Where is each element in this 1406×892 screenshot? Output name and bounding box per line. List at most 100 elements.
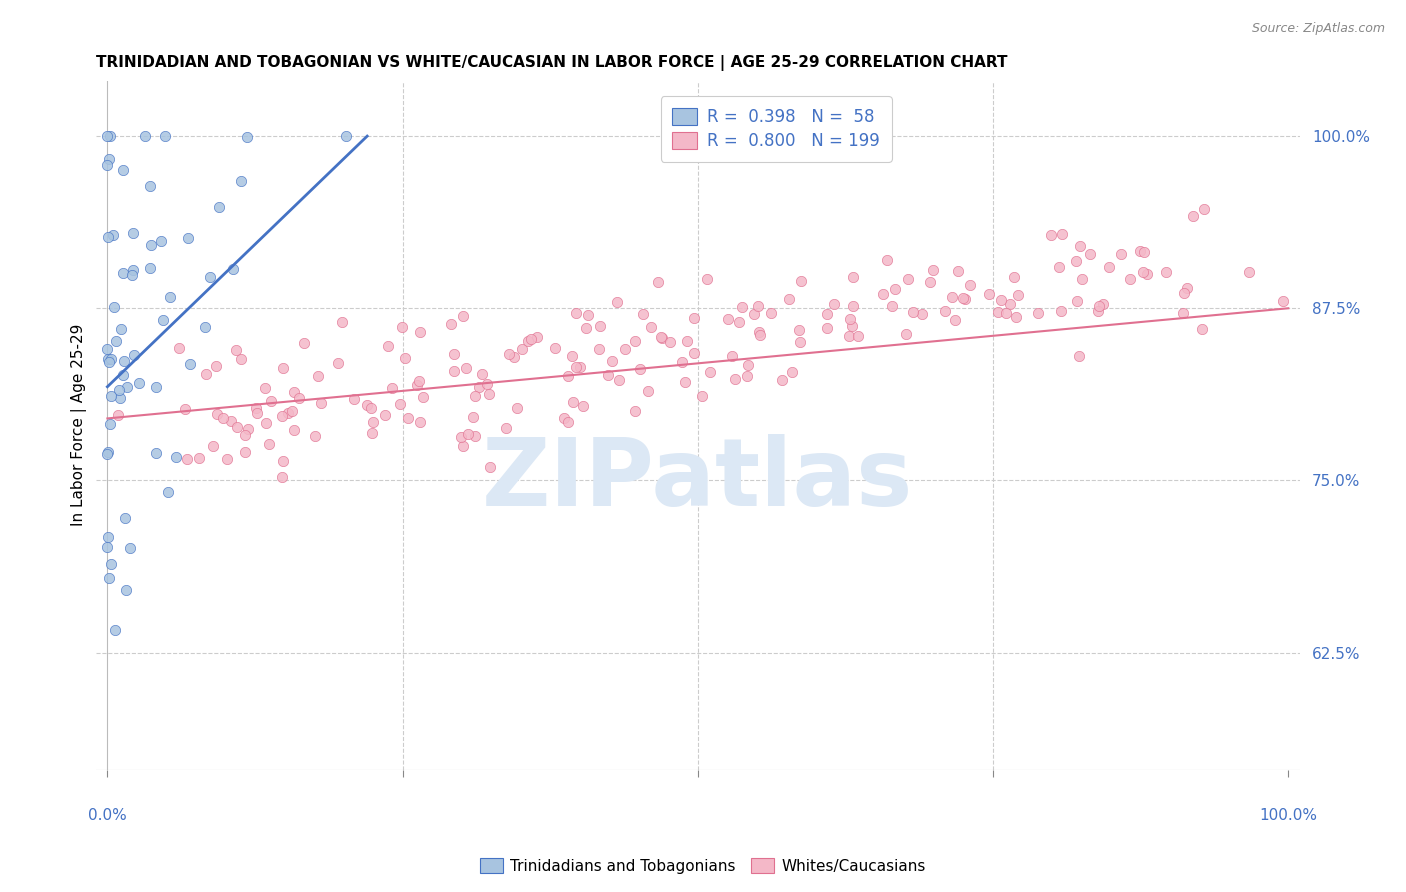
Point — [1098, 260, 1121, 274]
Point — [839, 312, 862, 326]
Point — [219, 413, 242, 427]
Point — [330, 315, 353, 329]
Point — [443, 347, 465, 361]
Point — [96, 158, 118, 172]
Point — [782, 366, 804, 380]
Point — [361, 425, 384, 440]
Point — [1154, 265, 1177, 279]
Point — [948, 264, 970, 278]
Point — [176, 451, 198, 466]
Point — [292, 336, 315, 351]
Point — [360, 401, 382, 415]
Point — [200, 270, 222, 285]
Point — [443, 364, 465, 378]
Point — [96, 342, 118, 356]
Point — [100, 389, 122, 403]
Point — [724, 371, 747, 385]
Point — [96, 540, 118, 554]
Point — [1039, 228, 1062, 243]
Point — [761, 306, 783, 320]
Point — [506, 401, 529, 415]
Point — [575, 320, 598, 334]
Point — [283, 384, 305, 399]
Point — [97, 230, 120, 244]
Point — [598, 368, 620, 383]
Point — [208, 200, 231, 214]
Point — [108, 391, 131, 405]
Point — [941, 290, 963, 304]
Point — [520, 332, 543, 346]
Point — [463, 409, 485, 424]
Point — [246, 406, 269, 420]
Point — [1129, 244, 1152, 258]
Point — [105, 334, 128, 348]
Point — [193, 320, 215, 334]
Point — [748, 325, 770, 339]
Point — [245, 401, 267, 416]
Text: Source: ZipAtlas.com: Source: ZipAtlas.com — [1251, 22, 1385, 36]
Point — [747, 299, 769, 313]
Point — [995, 305, 1018, 319]
Text: 100.0%: 100.0% — [1260, 808, 1317, 823]
Point — [277, 406, 299, 420]
Point — [1004, 310, 1026, 324]
Point — [394, 351, 416, 365]
Point — [222, 262, 245, 277]
Text: ZIPatlas: ZIPatlas — [482, 434, 914, 526]
Point — [731, 300, 754, 314]
Point — [477, 387, 499, 401]
Point — [998, 297, 1021, 311]
Point — [479, 460, 502, 475]
Point — [150, 234, 173, 248]
Point — [977, 287, 1000, 301]
Point — [456, 361, 478, 376]
Point — [640, 319, 662, 334]
Point — [117, 380, 139, 394]
Point — [205, 407, 228, 421]
Point — [876, 252, 898, 267]
Point — [614, 342, 637, 356]
Point — [167, 342, 190, 356]
Point — [503, 350, 526, 364]
Point — [607, 373, 630, 387]
Point — [273, 361, 295, 376]
Point — [409, 416, 432, 430]
Point — [229, 352, 252, 367]
Point — [107, 408, 129, 422]
Point — [742, 308, 765, 322]
Point — [326, 357, 349, 371]
Point — [727, 315, 749, 329]
Point — [270, 469, 292, 483]
Point — [787, 323, 810, 337]
Point — [770, 373, 793, 387]
Point — [145, 380, 167, 394]
Point — [1070, 272, 1092, 286]
Point — [307, 369, 329, 384]
Point — [901, 304, 924, 318]
Point — [1026, 306, 1049, 320]
Point — [134, 129, 156, 144]
Point — [96, 129, 118, 144]
Point — [309, 396, 332, 410]
Point — [696, 272, 718, 286]
Point — [122, 348, 145, 362]
Point — [304, 428, 326, 442]
Y-axis label: In Labor Force | Age 25-29: In Labor Force | Age 25-29 — [72, 324, 87, 526]
Point — [396, 411, 419, 425]
Point — [1271, 293, 1294, 308]
Point — [111, 163, 134, 178]
Point — [118, 541, 141, 556]
Point — [467, 380, 489, 394]
Point — [682, 346, 704, 360]
Point — [361, 415, 384, 429]
Point — [683, 311, 706, 326]
Point — [177, 231, 200, 245]
Point — [100, 351, 122, 366]
Point — [1181, 209, 1204, 223]
Point — [846, 328, 869, 343]
Point — [388, 396, 411, 410]
Text: 0.0%: 0.0% — [89, 808, 127, 823]
Point — [721, 349, 744, 363]
Point — [233, 444, 256, 458]
Point — [637, 384, 659, 398]
